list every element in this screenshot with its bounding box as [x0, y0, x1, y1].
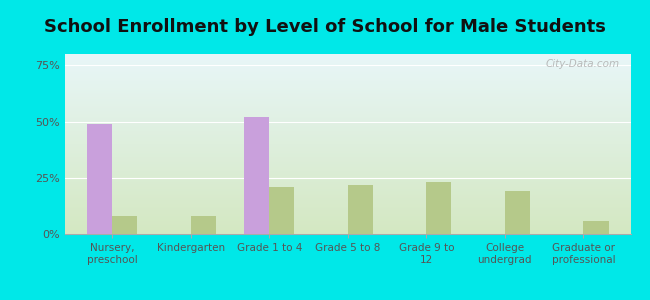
- Bar: [584, 220, 608, 234]
- Bar: [505, 191, 530, 234]
- Bar: [244, 117, 269, 234]
- Text: City-Data.com: City-Data.com: [545, 59, 619, 69]
- Text: School Enrollment by Level of School for Male Students: School Enrollment by Level of School for…: [44, 18, 606, 36]
- Bar: [112, 216, 137, 234]
- Bar: [190, 216, 216, 234]
- Bar: [426, 182, 452, 234]
- Bar: [87, 124, 112, 234]
- Bar: [269, 187, 294, 234]
- Bar: [348, 184, 373, 234]
